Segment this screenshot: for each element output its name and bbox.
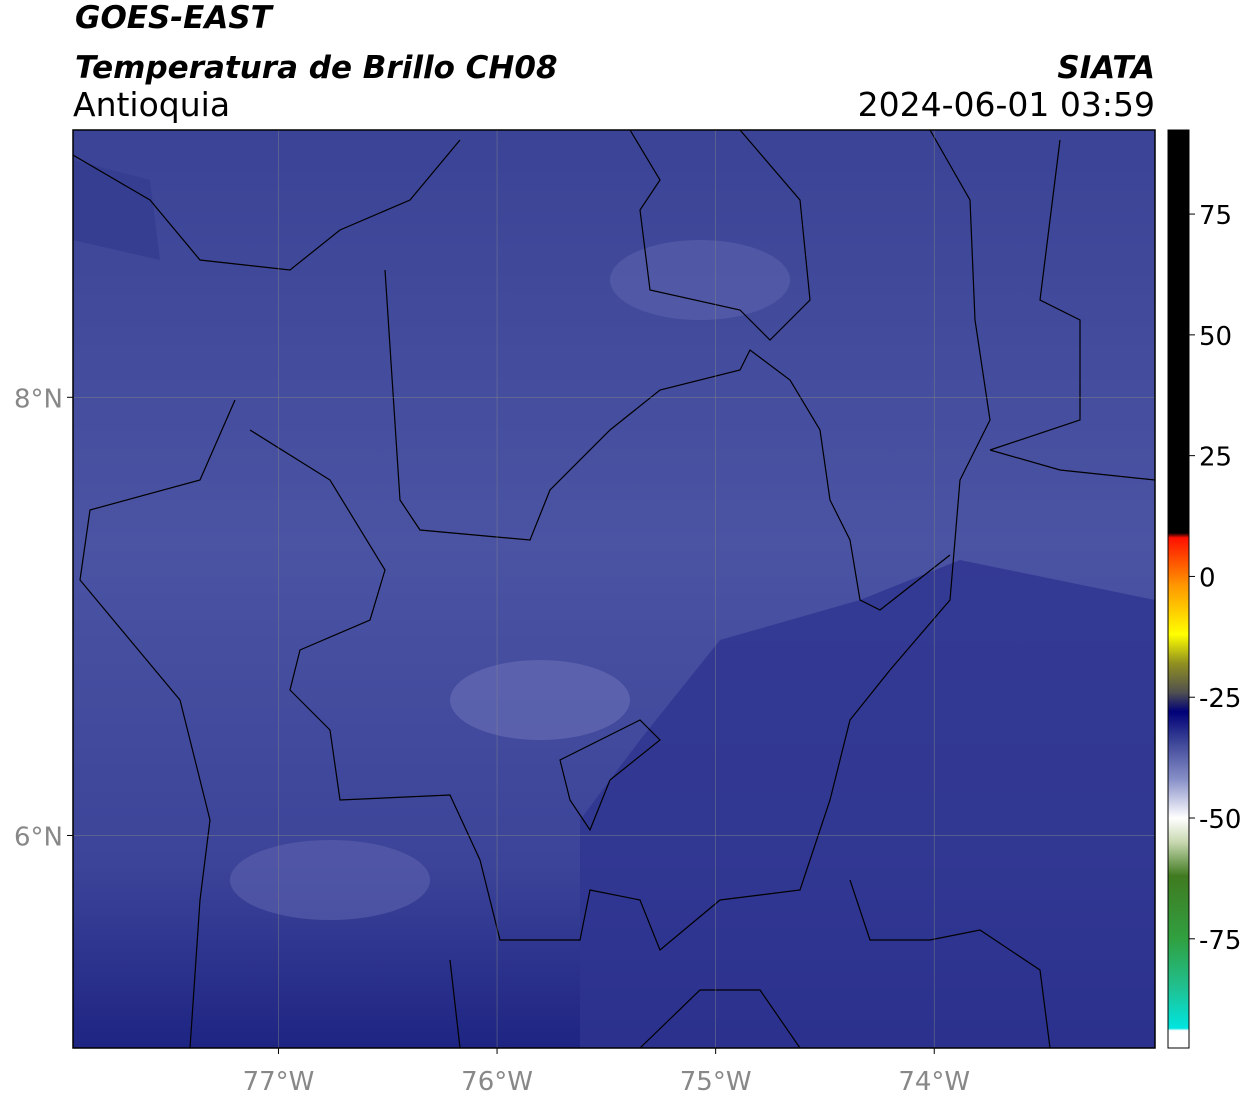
grid — [73, 130, 1155, 1048]
region: Antioquia — [73, 85, 230, 124]
lon-tick-label: 74°W — [898, 1067, 970, 1097]
lon-tick-label: 75°W — [680, 1067, 752, 1097]
lon-tick-label: 77°W — [243, 1067, 315, 1097]
colorbar — [1167, 129, 1190, 1049]
satellite: GOES-EAST — [75, 0, 275, 36]
colorbar-tick-label: 50 — [1199, 322, 1232, 352]
cold-region — [73, 160, 160, 260]
colorbar-tick-label: 25 — [1199, 443, 1232, 473]
warm-region — [450, 660, 630, 740]
lat-tick-label: 6°N — [14, 822, 63, 852]
borders — [73, 130, 1155, 1048]
cold-region — [580, 560, 1155, 1048]
lon-tick-label: 76°W — [461, 1067, 533, 1097]
colorbar-tick-label: 0 — [1199, 563, 1216, 593]
colorbar-tick-label: -50 — [1199, 805, 1241, 835]
lat-tick-label: 8°N — [14, 384, 63, 414]
colorbar-tick-label: 75 — [1199, 201, 1232, 231]
colorbar-tick-label: -25 — [1199, 684, 1241, 714]
map-frame — [72, 129, 1156, 1049]
warm-region — [230, 840, 430, 920]
product: Temperatura de Brillo CH08 — [75, 50, 558, 86]
colorbar-tick-label: -75 — [1199, 926, 1241, 956]
timestamp: 2024-06-01 03:59 — [858, 85, 1155, 124]
map-area — [73, 130, 1155, 1048]
warm-region — [610, 240, 790, 320]
source: SIATA — [1057, 50, 1155, 86]
